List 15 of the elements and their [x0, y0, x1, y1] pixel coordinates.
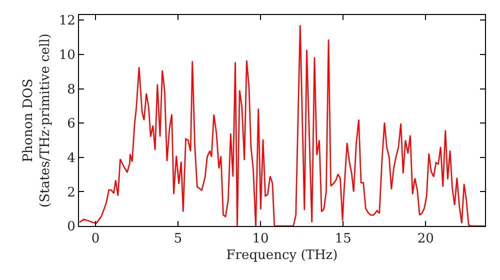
x-tick-label: 5: [174, 232, 182, 247]
x-axis-title: Frequency (THz): [226, 248, 338, 264]
x-tick-label: 10: [252, 232, 269, 247]
y-tick-label: 12: [58, 14, 76, 29]
y-tick-label: 2: [67, 185, 76, 200]
y-axis-title: Phonon DOS (States/THz·primitive cell): [20, 33, 53, 208]
y-tick-label: 10: [58, 48, 76, 64]
y-tick-label: 6: [67, 116, 76, 132]
x-tick-label: 0: [91, 232, 100, 247]
y-tick-label: 0: [67, 220, 76, 235]
y-tick-label: 8: [67, 82, 76, 98]
y-tick-label: 4: [67, 150, 76, 166]
x-tick-label: 20: [417, 232, 434, 247]
line-series: [79, 24, 485, 226]
x-tick-label: 15: [334, 232, 352, 247]
